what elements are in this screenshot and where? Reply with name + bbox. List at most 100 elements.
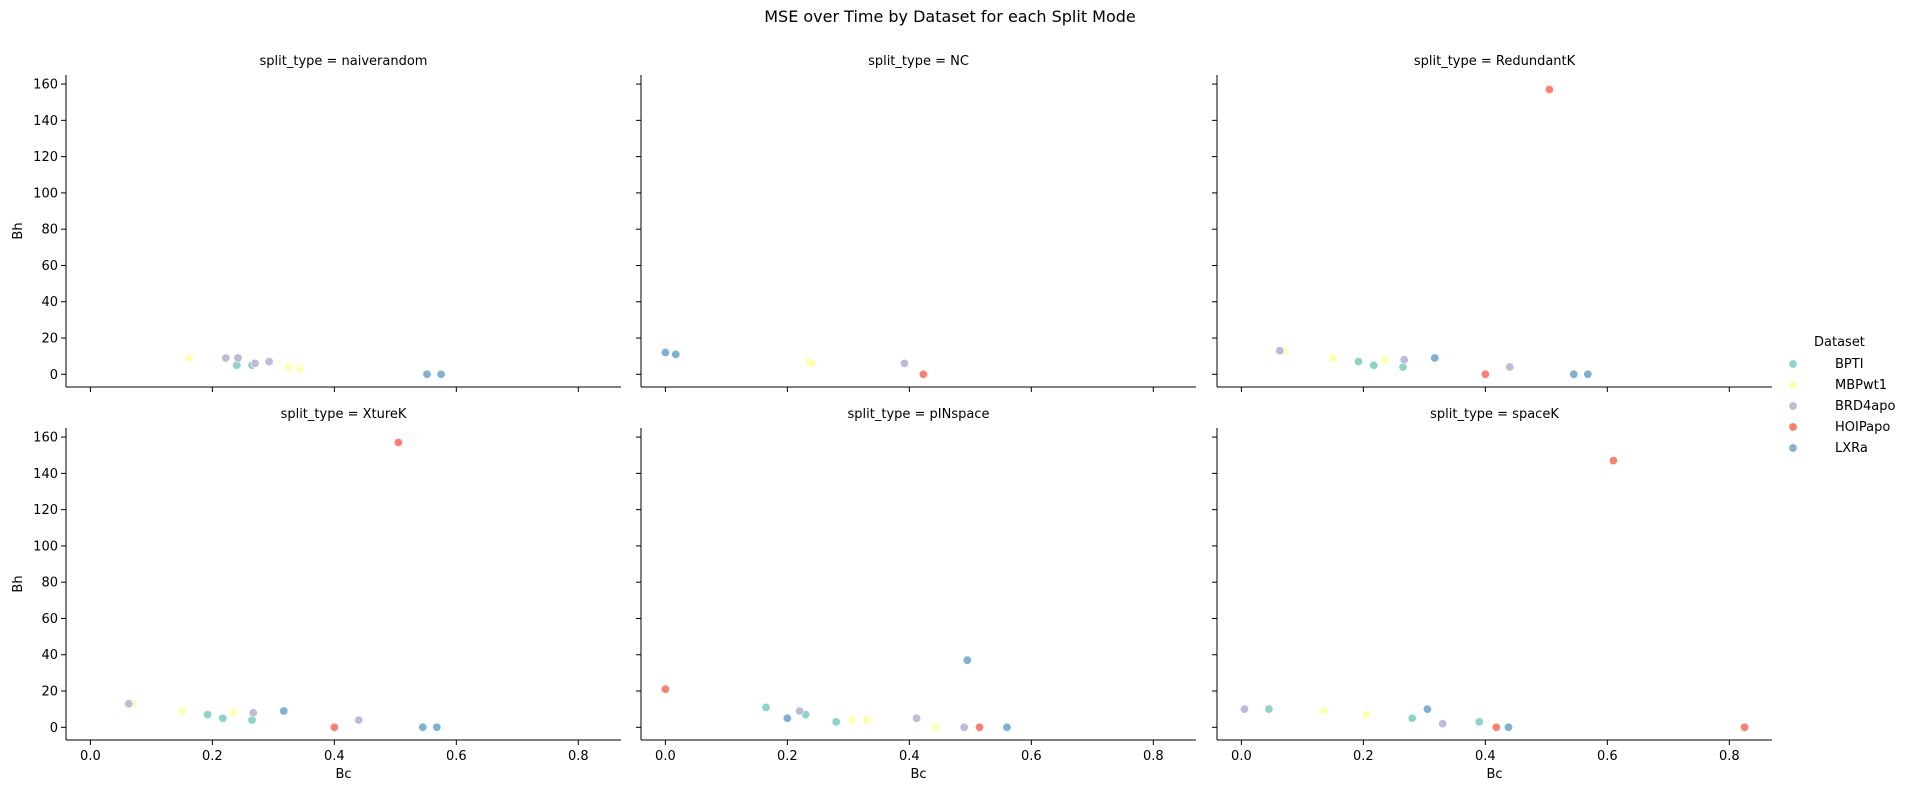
scatter-point (782, 713, 792, 723)
x-axis-label: Bc (335, 767, 351, 782)
scatter-point (1438, 719, 1448, 729)
y-tick-label: 120 (33, 150, 58, 165)
scatter-point (1544, 85, 1554, 95)
scatter-point (1239, 704, 1249, 714)
scatter-point (931, 722, 941, 732)
scatter-point (329, 722, 339, 732)
x-tick-label: 0.2 (202, 749, 223, 764)
scatter-point (1361, 710, 1371, 720)
facet-title: split_type = pINspace (848, 407, 990, 422)
scatter-point (1369, 360, 1379, 370)
x-tick-label: 0.0 (1231, 749, 1252, 764)
y-tick-label: 80 (41, 223, 58, 238)
scatter-point (1583, 369, 1593, 379)
scatter-point (233, 353, 243, 363)
facet-panel: split_type = pINspace 0.0 0.2 0.4 0.6 0.8 Bc (636, 407, 1196, 782)
scatter-point (279, 706, 289, 716)
figure-title: MSE over Time by Dataset for each Split … (764, 7, 1136, 26)
scatter-point (831, 717, 841, 727)
scatter-point (1740, 722, 1750, 732)
scatter-point (1264, 704, 1274, 714)
scatter-point (1430, 353, 1440, 363)
scatter-point (1474, 717, 1484, 727)
y-tick-label: 0 (50, 721, 58, 736)
facet-title: split_type = RedundantK (1414, 54, 1576, 69)
scatter-point (1002, 722, 1012, 732)
scatter-point (1380, 355, 1390, 365)
x-tick-label: 0.6 (1597, 749, 1618, 764)
legend-label: MBPwt1 (1835, 378, 1887, 393)
y-tick-label: 160 (33, 431, 58, 446)
scatter-point (184, 353, 194, 363)
legend-label: LXRa (1835, 441, 1868, 456)
scatter-point (807, 358, 817, 368)
y-tick-label: 160 (33, 78, 58, 93)
y-tick-label: 100 (33, 186, 58, 201)
legend-label: BRD4apo (1835, 399, 1895, 414)
scatter-point (1407, 713, 1417, 723)
x-tick-label: 0.0 (655, 749, 676, 764)
y-tick-label: 40 (41, 295, 58, 310)
x-tick-label: 0.2 (777, 749, 798, 764)
x-tick-label: 0.2 (1353, 749, 1374, 764)
scatter-point (221, 353, 231, 363)
scatter-point (1422, 704, 1432, 714)
facet-panel: split_type = naiverandom 0 20 40 60 80 100 120 1… (11, 54, 621, 392)
x-tick-label: 0.6 (446, 749, 467, 764)
y-tick-label: 20 (41, 685, 58, 700)
y-tick-label: 140 (33, 467, 58, 482)
scatter-point (912, 713, 922, 723)
scatter-point (250, 358, 260, 368)
legend-marker (1788, 422, 1798, 432)
scatter-point (264, 357, 274, 367)
y-tick-label: 60 (41, 259, 58, 274)
y-axis-label: Bh (11, 222, 26, 239)
y-tick-label: 40 (41, 648, 58, 663)
x-tick-label: 0.4 (899, 749, 920, 764)
x-tick-label: 0.4 (1475, 749, 1496, 764)
facet-title: split_type = naiverandom (260, 54, 428, 69)
scatter-point (1505, 362, 1515, 372)
y-tick-label: 100 (33, 539, 58, 554)
scatter-point (248, 708, 258, 718)
scatter-point (1275, 346, 1285, 356)
scatter-point (846, 715, 856, 725)
scatter-point (899, 358, 909, 368)
x-tick-label: 0.0 (80, 749, 101, 764)
scatter-point (1569, 369, 1579, 379)
y-axis-label: Bh (11, 575, 26, 592)
x-axis-label: Bc (1486, 767, 1502, 782)
scatter-point (229, 708, 239, 718)
x-tick-label: 0.6 (1021, 749, 1042, 764)
scatter-point (1319, 706, 1329, 716)
x-tick-label: 0.8 (1719, 749, 1740, 764)
scatter-point (218, 713, 228, 723)
legend-marker (1788, 359, 1798, 369)
scatter-point (436, 369, 446, 379)
scatter-point (418, 722, 428, 732)
x-tick-label: 0.4 (324, 749, 345, 764)
legend-label: HOIPapo (1835, 420, 1890, 435)
facet-panel: split_type = RedundantK (1212, 54, 1772, 392)
facet-panel: split_type = NC (636, 54, 1196, 392)
scatter-point (795, 706, 805, 716)
legend-marker (1788, 380, 1798, 390)
scatter-point (660, 684, 670, 694)
scatter-point (124, 699, 134, 709)
legend-title: Dataset (1814, 335, 1865, 350)
y-tick-label: 120 (33, 503, 58, 518)
y-tick-label: 60 (41, 612, 58, 627)
scatter-point (422, 369, 432, 379)
facet-grid: split_type = naiverandom 0 20 40 60 80 100 120 1… (11, 54, 1772, 782)
facet-panel: split_type = spaceK 0.0 0.2 0.4 0.6 0.8 Bc (1212, 407, 1772, 782)
scatter-point (962, 655, 972, 665)
scatter-point (202, 710, 212, 720)
scatter-point (959, 722, 969, 732)
legend-marker (1788, 443, 1798, 453)
scatter-point (862, 715, 872, 725)
facet-title: split_type = NC (868, 54, 969, 69)
scatter-point (1504, 722, 1514, 732)
y-tick-label: 0 (50, 368, 58, 383)
scatter-point (660, 348, 670, 358)
